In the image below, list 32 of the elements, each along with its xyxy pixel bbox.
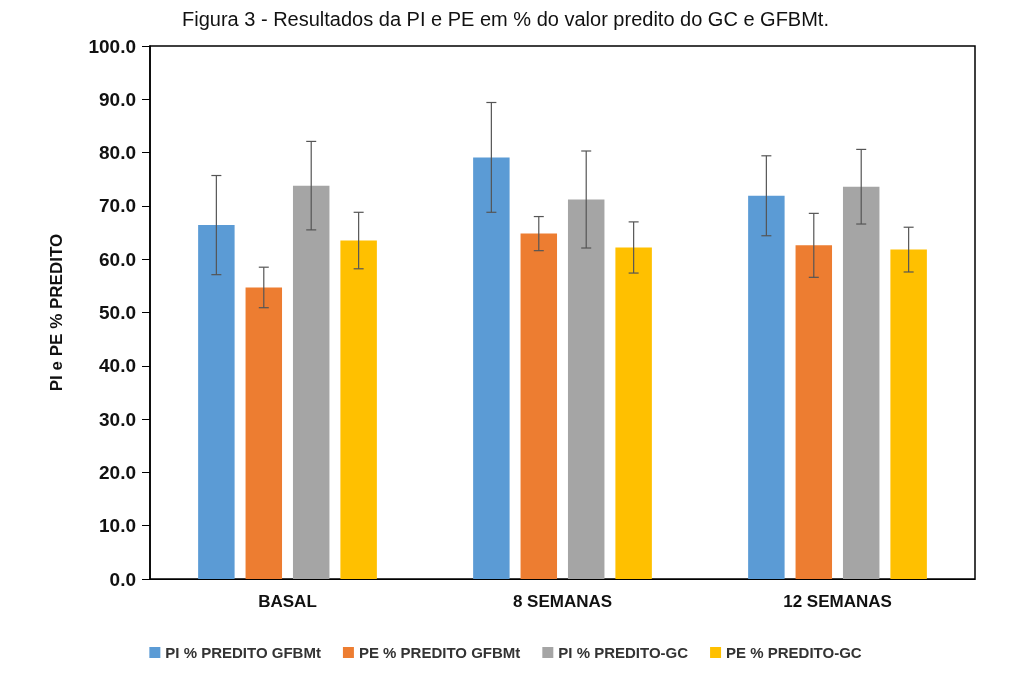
legend-label: PE % PREDITO GFBMt (358, 644, 521, 661)
y-tick-label: 90.0 (99, 88, 136, 110)
y-tick-label: 80.0 (99, 142, 136, 164)
bar (567, 199, 605, 579)
bar (842, 186, 880, 579)
y-tick-label: 60.0 (99, 248, 136, 270)
y-tick-label: 0.0 (109, 568, 136, 590)
bar (340, 240, 377, 579)
bar (890, 249, 927, 579)
y-tick-label: 50.0 (99, 302, 136, 323)
y-axis-title: PI e PE % PREDITO (47, 233, 66, 392)
y-tick-label: 30.0 (99, 408, 136, 430)
bar (748, 195, 785, 579)
x-tick-label: BASAL (258, 592, 317, 611)
bar (245, 287, 283, 579)
chart-title: Figura 3 - Resultados da PI e PE em % do valor predito do GC e GFBMt. (182, 8, 829, 30)
bar (520, 233, 558, 579)
bar (473, 157, 510, 579)
legend-label: PI % PREDITO-GC (558, 644, 689, 661)
bar (198, 225, 235, 579)
y-tick-label: 20.0 (99, 461, 136, 483)
legend-label: PI % PREDITO GFBMt (165, 644, 321, 661)
x-tick-label: 12 SEMANAS (783, 592, 892, 611)
x-tick-label: 8 SEMANAS (512, 592, 613, 611)
y-tick-label: 10.0 (99, 515, 136, 537)
legend-label: PE % PREDITO-GC (726, 644, 862, 661)
y-tick-label: 40.0 (99, 355, 136, 377)
y-tick-label: 70.0 (99, 195, 136, 217)
bar (795, 245, 833, 579)
y-tick-label: 100.0 (88, 35, 136, 57)
bar (615, 247, 652, 579)
bar (292, 185, 330, 579)
